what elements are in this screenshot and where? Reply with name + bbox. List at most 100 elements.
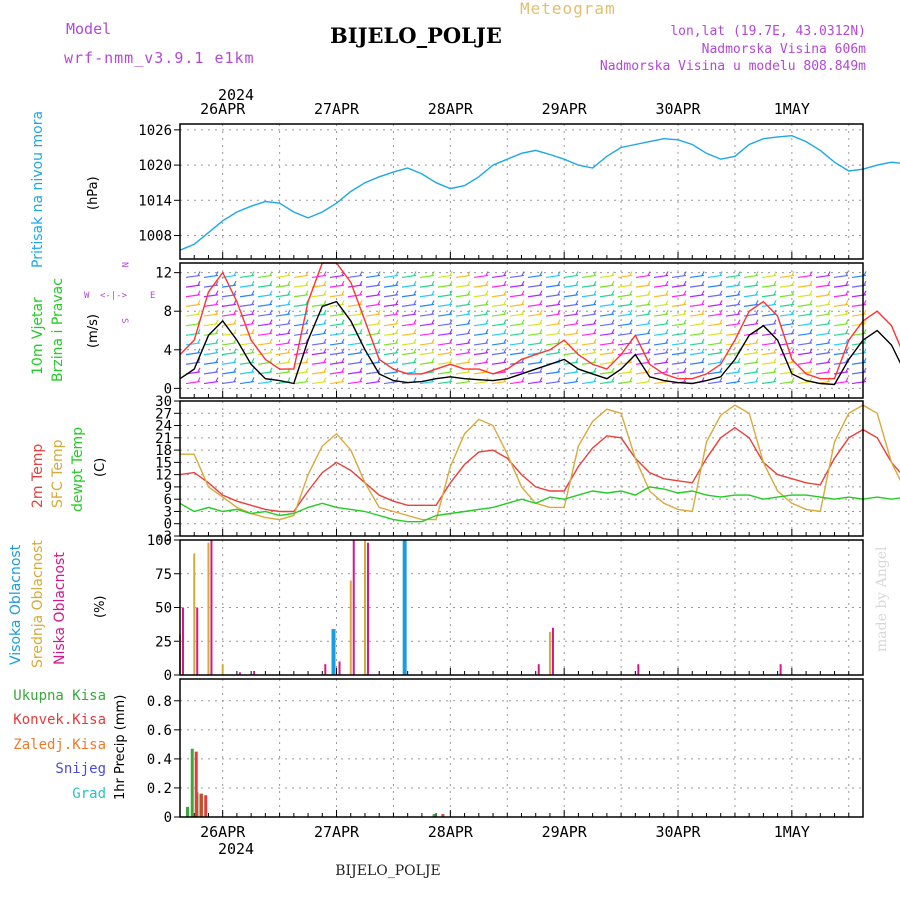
wind-barb-flag [233,309,237,315]
day-label-top-1: 27APR [314,100,360,118]
wind-barb [761,371,777,375]
wind-barb-flag [701,300,705,305]
wind-barb [581,323,597,327]
wind-barb [455,284,471,288]
wind-barb-flag [395,319,399,324]
wind-barb-flag [683,348,687,353]
wind-barb [347,352,363,356]
wind-barb-flag [197,377,201,382]
wind-barb-flag [665,271,669,276]
wind-barb [707,323,723,327]
wind-barb-flag [701,338,705,344]
wind-barb [743,361,759,365]
wind-barb-flag [863,290,867,296]
wind-barb [365,313,381,317]
wind-barb-flag [521,348,525,353]
wind-barb-flag [593,377,597,382]
wind-barb [473,380,489,385]
precip-legend: Ukupna Kisa Konvek.Kisa Zaledj.Kisa Snij… [13,688,106,802]
wind-barb-flag [611,290,615,296]
wind-barb [329,303,345,307]
wind-barb [833,361,849,365]
wind-barb [437,274,453,279]
wind-barb [185,361,201,365]
wind-barb-flag [683,338,687,344]
wind-barb [473,303,489,307]
wind-barb [563,284,579,288]
compass-n: N [119,262,129,267]
wind-barb-flag [287,319,291,324]
wind-barb-flag [377,309,381,315]
wind-barb-flag [809,300,813,305]
wind-barb-flag [449,300,453,305]
legend-snow: Snijeg [55,761,106,777]
wind-barb-flag [845,367,849,373]
wind-barb-flag [809,290,813,296]
wind-barb-flag [737,319,741,324]
wind-barb-flag [611,338,615,344]
wind-barb-flag [827,329,831,334]
wind-barb-flag [665,357,669,363]
wind-barb-flag [593,348,597,353]
wind-barb [635,371,651,375]
wind-barb-flag [719,367,723,373]
wind-barb-flag [287,357,291,363]
wind-barb-flag [791,377,795,382]
wind-barb-flag [485,348,489,353]
compass-w: W [84,291,90,301]
wind-barb-flag [773,300,777,305]
wind-barb [473,361,489,365]
wind-barb [473,371,489,375]
wind-barb [473,294,489,298]
ytick-label-temperature-1: 0 [164,517,172,533]
wind-barb [653,303,669,307]
wind-barb-flag [629,329,633,334]
wind-barb-flag [539,367,543,373]
wind-barb [437,332,453,336]
wind-barb-flag [701,319,705,324]
wind-barb [509,332,525,336]
wind-barb-flag [197,280,201,286]
wind-barb [833,284,849,288]
wind-barb-flag [647,271,651,276]
wind-barb [617,332,633,336]
wind-barb [635,313,651,317]
wind-barb [239,323,255,327]
series-temperature-2 [179,486,900,523]
wind-barb [455,332,471,336]
wind-barb [185,284,201,288]
wind-barb [743,342,759,346]
wind-barb [581,352,597,356]
wind-barb-flag [719,290,723,296]
wind-barb-flag [413,319,417,324]
wind-barb [509,274,525,279]
wind-barb-flag [539,290,543,296]
wind-barb [491,352,507,356]
wind-barb [707,361,723,365]
wind-barb [293,323,309,327]
wind-barb-flag [629,300,633,305]
wind-barb [653,352,669,356]
wind-barb [707,294,723,298]
wind-barb-flag [611,300,615,305]
wind-barb-flag [611,319,615,324]
wind-barb [275,332,291,336]
wind-barb [797,352,813,356]
wind-barb [293,284,309,288]
wind-barb-flag [629,309,633,315]
wind-barb-flag [773,357,777,363]
wind-barb [833,274,849,279]
wind-barb [257,352,273,356]
wind-barb-flag [395,329,399,334]
wind-barb-flag [467,319,471,324]
cloud-bar-1 [363,540,366,675]
cloud-bar-0 [402,540,407,675]
wind-barb [527,284,543,288]
wind-barb [419,284,435,288]
wind-barb [401,284,417,288]
wind-barb [185,342,201,346]
wind-barb [419,323,435,327]
wind-barb-flag [413,367,417,373]
wind-barb-flag [683,367,687,373]
wind-barb-flag [323,377,327,382]
